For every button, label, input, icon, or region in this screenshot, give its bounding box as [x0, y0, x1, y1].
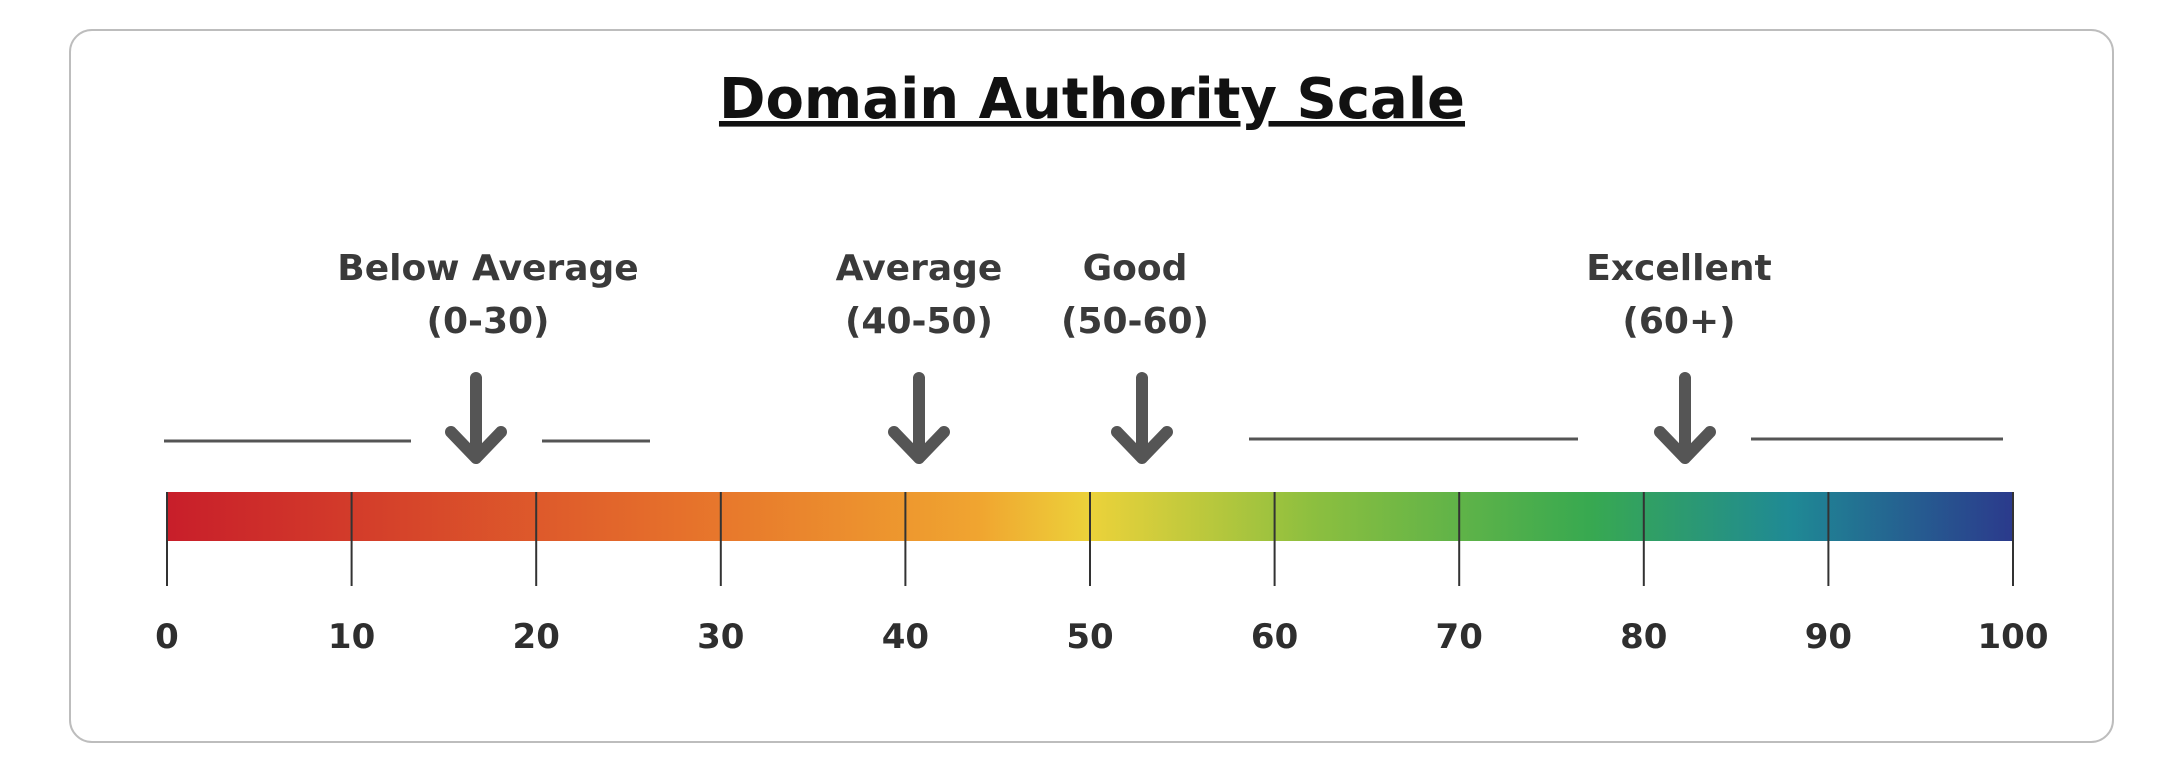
tick-label: 30 [697, 617, 744, 657]
arrow [1111, 372, 1173, 464]
range-label: (40-50) [845, 301, 993, 342]
arrow [445, 372, 507, 464]
tick-label: 50 [1066, 617, 1113, 657]
title: Domain Authority Scale [719, 67, 1465, 132]
arrow [1654, 372, 1716, 464]
tick-label: 100 [1978, 617, 2049, 657]
range-label: (60+) [1622, 301, 1735, 342]
range-name: Below Average [337, 248, 638, 289]
range-name: Good [1083, 248, 1188, 289]
tick-label: 70 [1436, 617, 1483, 657]
tick-label: 90 [1805, 617, 1852, 657]
arrow [888, 372, 950, 464]
tick-label: 0 [155, 617, 179, 657]
tick-label: 20 [513, 617, 560, 657]
range-label: (50-60) [1061, 301, 1209, 342]
tick-label: 10 [328, 617, 375, 657]
tick-label: 60 [1251, 617, 1298, 657]
range-label: (0-30) [427, 301, 550, 342]
card [69, 29, 2114, 743]
range-name: Excellent [1586, 248, 1772, 289]
tick-label: 80 [1620, 617, 1667, 657]
range-name: Average [836, 248, 1003, 289]
tick-label: 40 [882, 617, 929, 657]
